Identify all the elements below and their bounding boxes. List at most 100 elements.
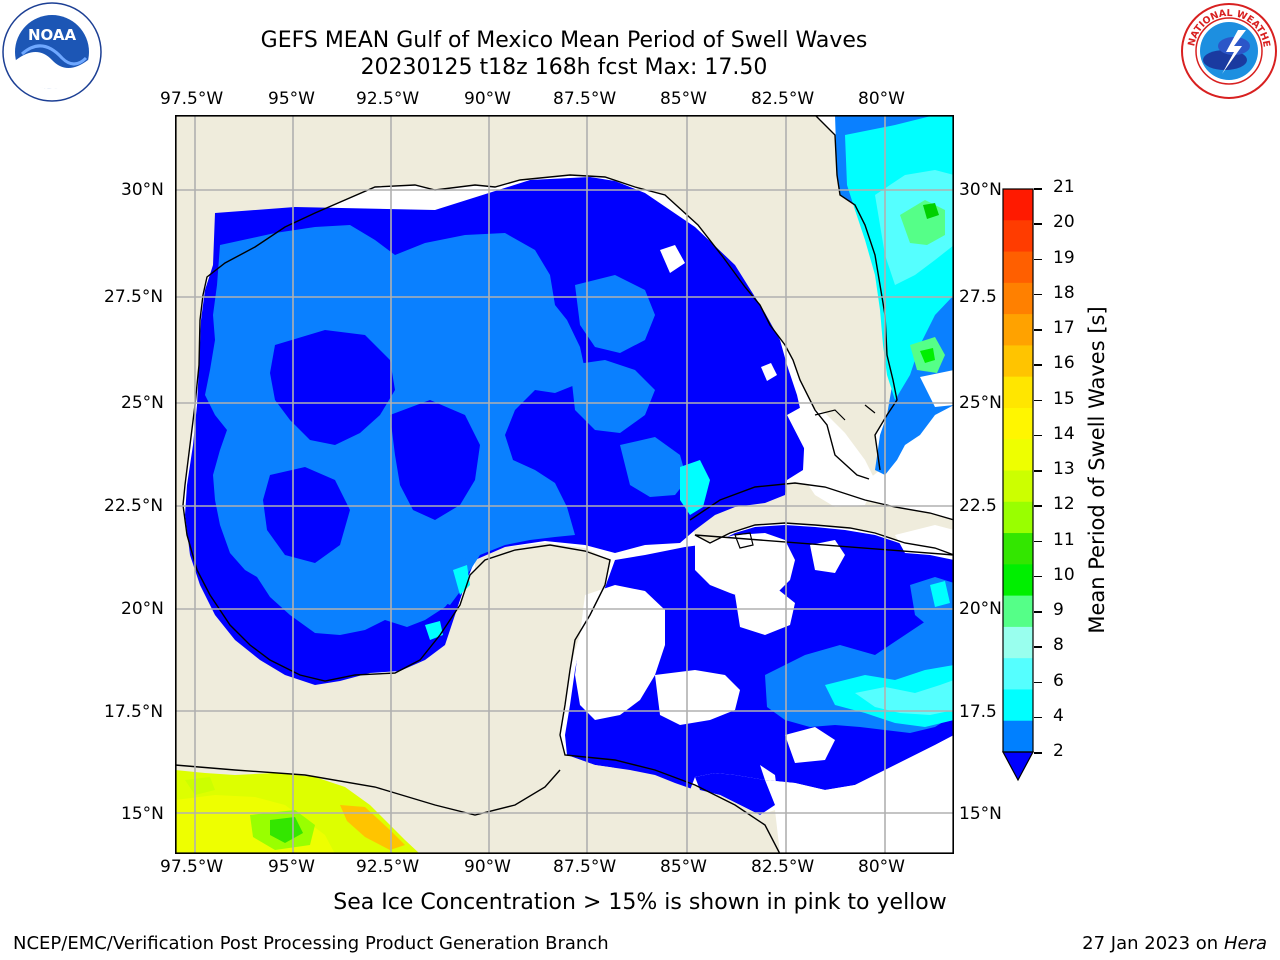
colorbar [1001,188,1035,784]
colorbar-band [1003,345,1033,378]
colorbar-tick-mark [1034,716,1042,719]
lon-label-bottom: 80°W [858,857,905,877]
lat-label-left: 15°N [121,804,164,824]
lon-label-bottom: 85°W [660,857,707,877]
colorbar-underflow-triangle [1001,751,1035,782]
colorbar-band [1003,314,1033,346]
colorbar-tick-mark [1034,646,1042,648]
lon-label-top: 90°W [464,89,511,109]
colorbar-tick-mark [1034,505,1042,507]
colorbar-tick-label: 21 [1053,177,1075,197]
colorbar-band [1003,595,1033,628]
colorbar-band [1003,626,1033,659]
colorbar-band [1003,470,1033,503]
nws-logo: NATIONAL WEATHER SERVICE [1176,0,1278,100]
lat-label-right: 25°N [959,393,1002,413]
lat-label-right: 30°N [959,180,1002,200]
lon-label-bottom: 87.5°W [553,857,617,877]
colorbar-band [1003,439,1033,471]
colorbar-tick-label: 19 [1053,247,1075,268]
colorbar-tick-mark [1034,575,1042,578]
lon-label-bottom: 82.5°W [751,857,815,877]
colorbar-band [1003,564,1033,597]
colorbar-tick-mark [1034,293,1042,296]
colorbar-tick-label: 14 [1053,423,1075,444]
colorbar-band [1003,658,1033,690]
colorbar-band [1003,376,1033,409]
colorbar-tick-label: 8 [1053,635,1064,656]
colorbar-tick-mark [1034,329,1042,331]
colorbar-tick-mark [1034,470,1042,472]
lat-label-left: 20°N [121,599,164,619]
colorbar-frame [1002,188,1034,753]
colorbar-band [1003,689,1033,722]
map-panel [174,114,955,855]
lon-label-bottom: 90°W [464,857,511,877]
colorbar-tick-label: 9 [1053,600,1064,620]
colorbar-label-wrapper: Mean Period of Swell Waves [s] [1080,188,1114,752]
noaa-logo: NOAA [2,2,102,102]
colorbar-band [1003,720,1033,753]
lat-label-left: 17.5°N [104,702,164,722]
chart-title: GEFS MEAN Gulf of Mexico Mean Period of … [260,28,868,53]
sea-ice-note-wrapper: Sea Ice Concentration > 15% is shown in … [0,890,1280,915]
colorbar-tick-mark [1034,752,1042,754]
colorbar-tick-label: 6 [1053,670,1064,691]
lon-label-top: 87.5°W [553,89,617,109]
chart-subtitle: 20230125 t18z 168h fcst Max: 17.50 [360,55,768,80]
lon-label-bottom: 95°W [268,857,315,877]
colorbar-label: Mean Period of Swell Waves [s] [1085,306,1109,634]
lat-label-right: 22.5 [959,496,997,516]
svg-text:NOAA: NOAA [28,26,77,44]
colorbar-tick-mark [1034,611,1042,613]
colorbar-tick-mark [1034,188,1042,190]
colorbar-tick-mark [1034,258,1042,260]
map-svg [174,114,955,855]
colorbar-tick-label: 4 [1053,705,1064,726]
lat-label-right: 20°N [959,599,1002,619]
colorbar-tick-mark [1034,223,1042,225]
colorbar-tick-label: 15 [1053,388,1075,409]
lon-label-top: 80°W [858,89,905,109]
coastline [182,114,898,855]
colorbar-tick-mark [1034,540,1042,542]
colorbar-tick-mark [1034,399,1042,401]
colorbar-band [1003,501,1033,534]
colorbar-tick-label: 12 [1053,494,1075,515]
lon-label-top: 95°W [268,89,315,109]
lon-label-bottom: 92.5°W [356,857,420,877]
colorbar-tick-label: 11 [1053,529,1075,550]
lon-label-top: 82.5°W [751,89,815,109]
colorbar-tick-label: 17 [1053,318,1075,338]
colorbar-tick-label: 2 [1053,741,1064,761]
colorbar-band [1003,533,1033,565]
lat-label-left: 27.5°N [104,287,164,307]
colorbar-tick-mark [1034,434,1042,437]
sea-ice-note: Sea Ice Concentration > 15% is shown in … [333,890,947,915]
colorbar-tick-label: 18 [1053,282,1075,303]
colorbar-band [1003,189,1033,221]
colorbar-tick-mark [1034,364,1042,366]
colorbar-tick-label: 10 [1053,564,1075,585]
colorbar-band [1003,251,1033,284]
colorbar-band [1003,407,1033,440]
gridlines [175,115,954,854]
map-frame [175,115,955,855]
colorbar-tick-label: 20 [1053,212,1075,233]
lat-label-right: 17.5 [959,702,997,722]
colorbar-band [1003,220,1033,253]
lon-label-top: 97.5°W [160,89,224,109]
generated-date-wrapper: 27 Jan 2023 on Hera [1082,933,1267,954]
colorbar-tick-mark [1034,681,1042,683]
generated-date: 27 Jan 2023 on [1082,933,1224,954]
colorbar-tick-label: 16 [1053,353,1075,374]
lon-label-top: 92.5°W [356,89,420,109]
host-name: Hera [1223,933,1267,954]
org-credit: NCEP/EMC/Verification Post Processing Pr… [13,933,609,954]
lat-label-left: 22.5°N [104,496,164,516]
lat-label-right: 27.5 [959,287,997,307]
lat-label-right: 15°N [959,804,1002,824]
colorbar-band [1003,282,1033,315]
lon-label-top: 85°W [660,89,707,109]
colorbar-tick-label: 13 [1053,459,1075,479]
